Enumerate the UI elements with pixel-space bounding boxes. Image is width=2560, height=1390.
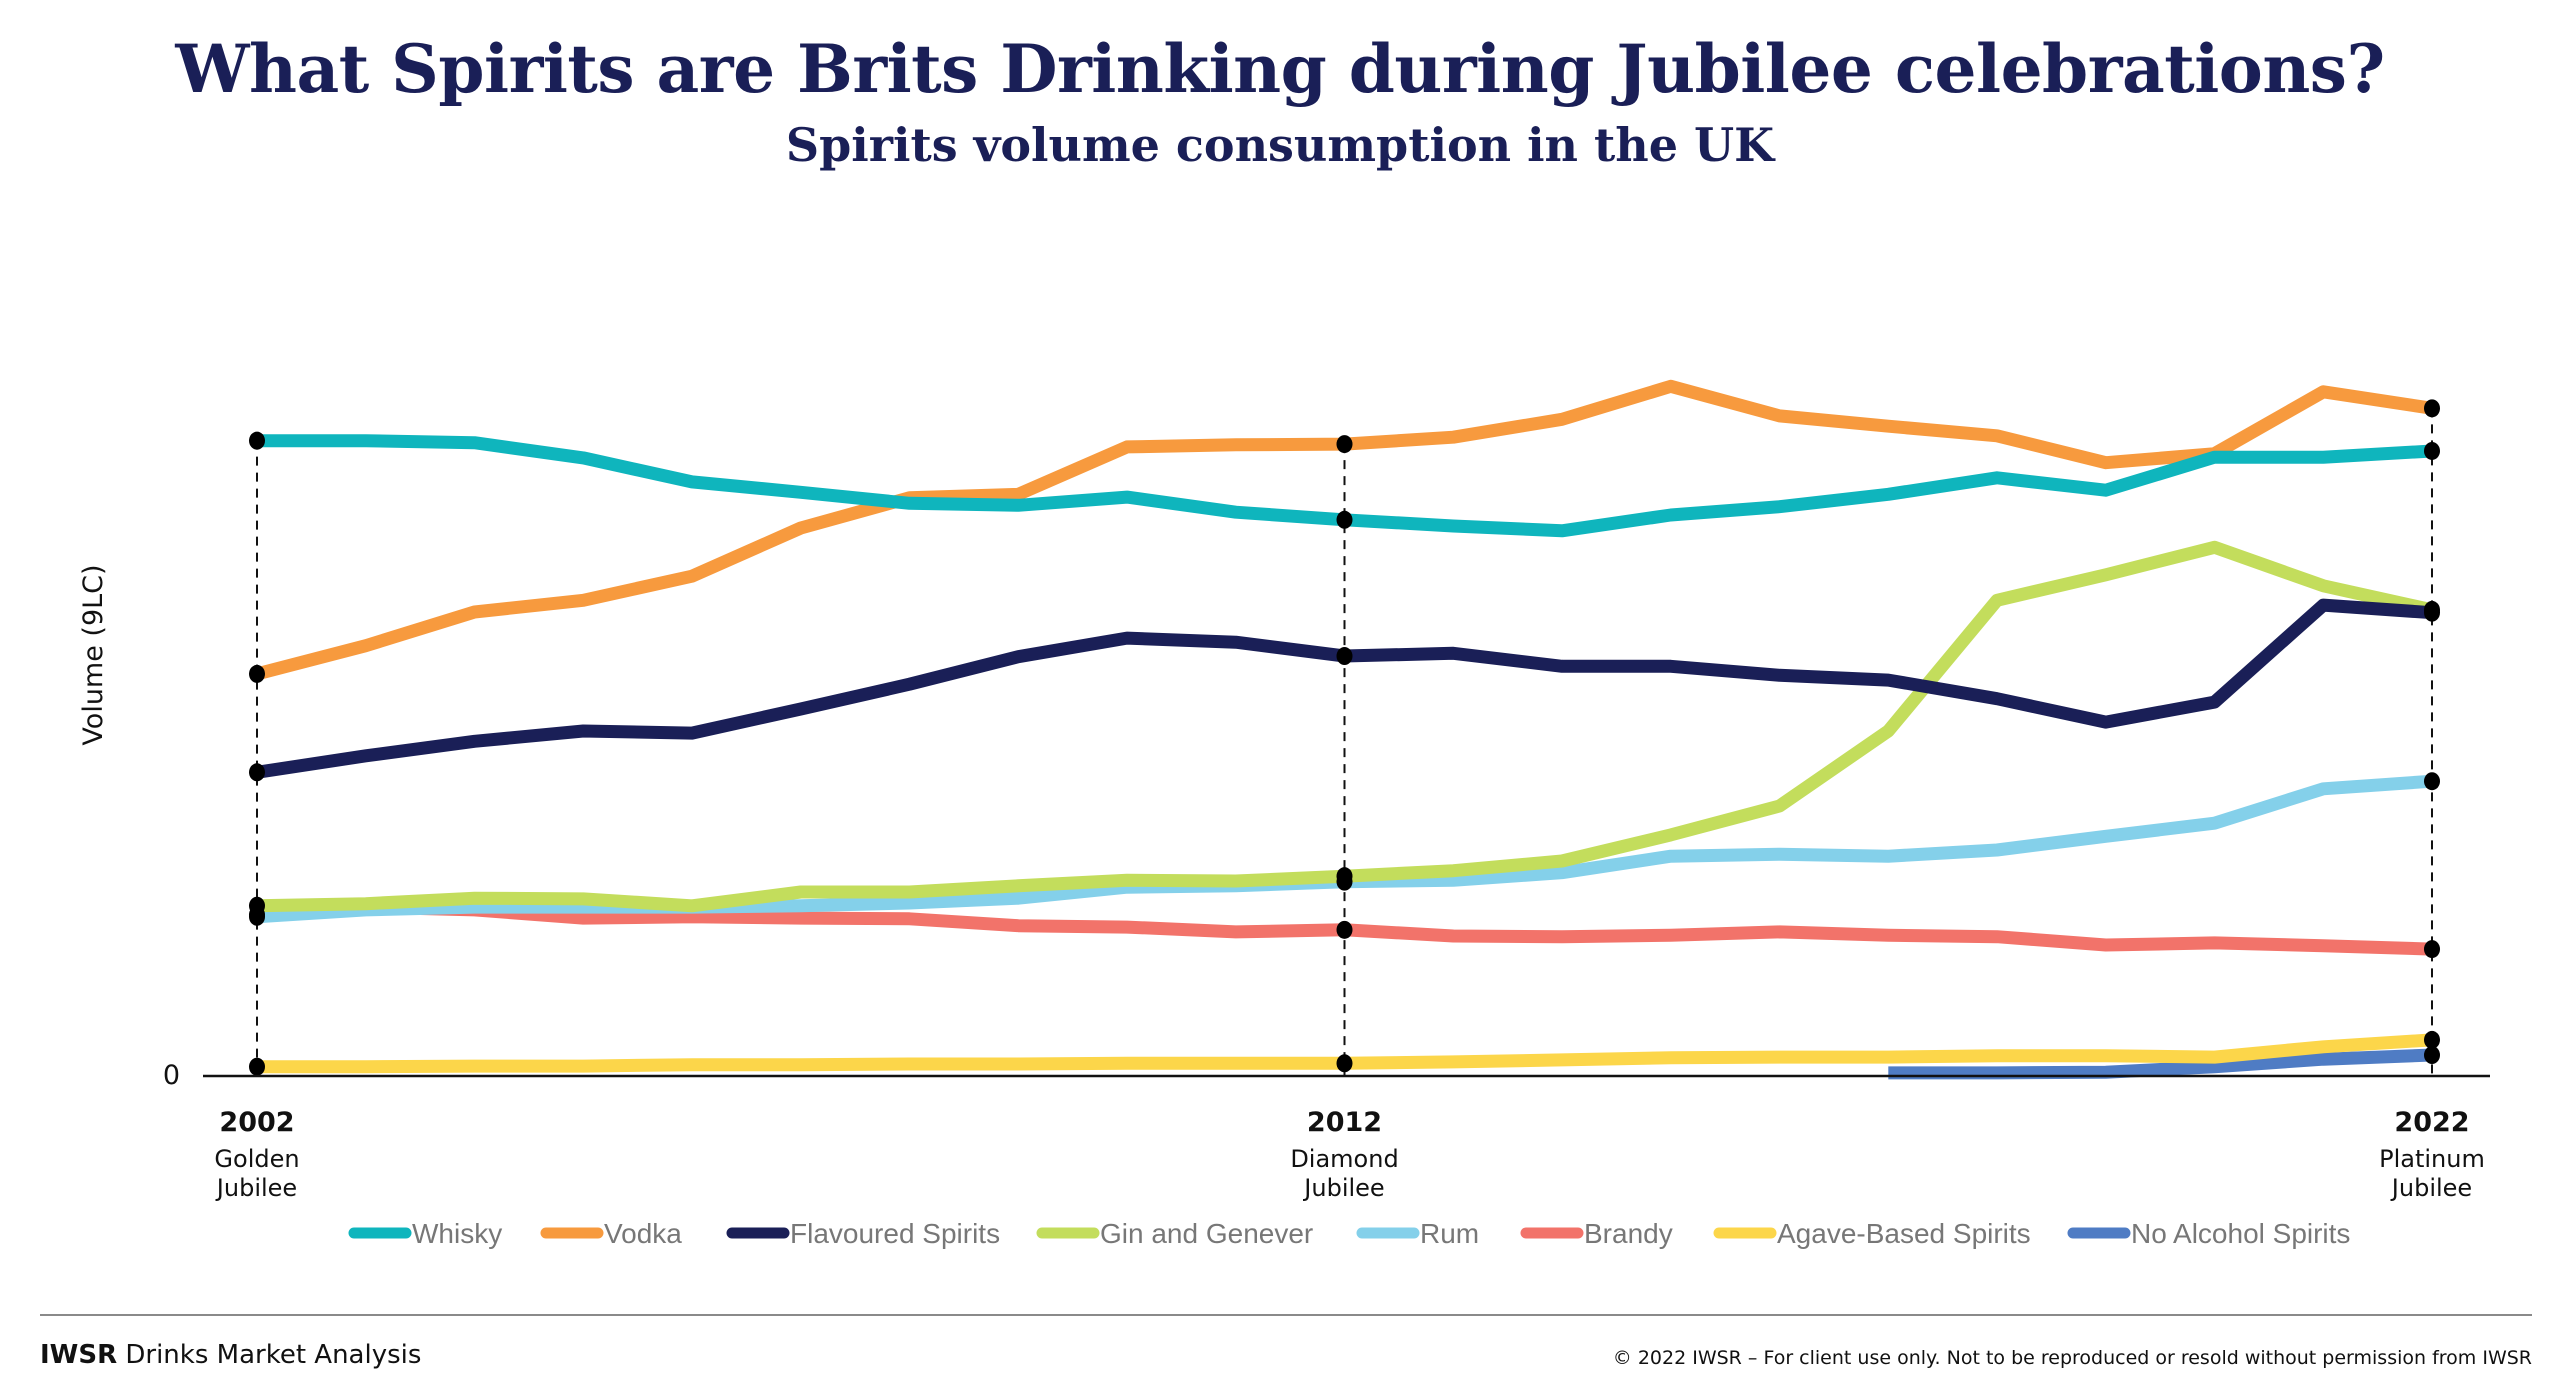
x-tick-sublabel: Jubilee: [1302, 1174, 1384, 1202]
data-point-flavoured-spirits-2012[interactable]: [1336, 647, 1353, 666]
data-point-brandy-2022[interactable]: [2424, 940, 2440, 959]
data-point-vodka-2002[interactable]: [249, 664, 265, 683]
brand-suffix: Drinks Market Analysis: [125, 1340, 422, 1370]
legend-label: Gin and Genever: [1100, 1218, 1313, 1249]
legend-label: No Alcohol Spirits: [2131, 1218, 2350, 1249]
data-point-agave-based-spirits-2022[interactable]: [2424, 1030, 2440, 1049]
data-point-rum-2022[interactable]: [2424, 772, 2440, 791]
series-line-no-alcohol-spirits: [1888, 1048, 2433, 1080]
brand-name: IWSR: [40, 1340, 118, 1370]
legend-item-vodka[interactable]: Vodka: [540, 1218, 682, 1249]
legend: Whisky Vodka Flavoured Spirits Gin and Gene…: [348, 1218, 2350, 1249]
x-tick-sublabel: Diamond: [1290, 1145, 1398, 1173]
legend-item-no-alcohol-spirits[interactable]: No Alcohol Spirits: [2067, 1218, 2350, 1249]
data-point-no-alcohol-spirits-2022[interactable]: [2424, 1046, 2440, 1065]
chart-subtitle: Spirits volume consumption in the UK: [785, 118, 1775, 172]
data-point-whisky-2022[interactable]: [2424, 441, 2440, 460]
x-tick-sublabel: Jubilee: [215, 1174, 297, 1202]
legend-item-whisky[interactable]: Whisky: [348, 1218, 502, 1249]
copyright-notice: © 2022 IWSR – For client use only. Not t…: [1612, 1347, 2532, 1369]
legend-item-gin-and-genever[interactable]: Gin and Genever: [1036, 1218, 1313, 1249]
data-point-brandy-2002[interactable]: [249, 905, 265, 924]
data-point-agave-based-spirits-2012[interactable]: [1336, 1054, 1353, 1073]
x-tick-sublabel: Golden: [214, 1145, 299, 1173]
legend-label: Rum: [1420, 1218, 1479, 1249]
y-axis-label: Volume (9LC): [78, 564, 109, 745]
legend-label: Brandy: [1584, 1218, 1673, 1249]
legend-label: Vodka: [604, 1218, 682, 1249]
legend-item-flavoured-spirits[interactable]: Flavoured Spirits: [726, 1218, 1000, 1249]
x-tick-sublabel: Jubilee: [2390, 1174, 2472, 1202]
series-lines: [255, 379, 2434, 1080]
legend-label: Agave-Based Spirits: [1777, 1218, 2031, 1249]
x-tick-labels: 2002GoldenJubilee2012DiamondJubilee2022P…: [214, 1107, 2484, 1202]
data-point-rum-2012[interactable]: [1336, 872, 1353, 891]
footer-brand: IWSR Drinks Market Analysis: [40, 1340, 421, 1370]
highlight-dots: [249, 399, 2440, 1076]
data-point-vodka-2022[interactable]: [2424, 399, 2440, 418]
data-point-flavoured-spirits-2002[interactable]: [249, 763, 265, 782]
x-tick-label-2012: 2012: [1307, 1107, 1382, 1138]
legend-item-brandy[interactable]: Brandy: [1520, 1218, 1673, 1249]
chart-title: What Spirits are Brits Drinking during J…: [175, 30, 2385, 108]
y-tick-label: 0: [163, 1060, 180, 1091]
x-tick-label-2002: 2002: [219, 1107, 294, 1138]
data-point-whisky-2012[interactable]: [1336, 510, 1353, 529]
data-point-brandy-2012[interactable]: [1336, 920, 1353, 939]
legend-label: Whisky: [412, 1218, 502, 1249]
footer-divider: [40, 1314, 2532, 1316]
data-point-gin-and-genever-2022[interactable]: [2424, 600, 2440, 619]
legend-item-agave-based-spirits[interactable]: Agave-Based Spirits: [1713, 1218, 2031, 1249]
x-tick-label-2022: 2022: [2394, 1107, 2469, 1138]
legend-label: Flavoured Spirits: [790, 1218, 1000, 1249]
data-point-whisky-2002[interactable]: [249, 431, 265, 450]
data-point-agave-based-spirits-2002[interactable]: [249, 1057, 265, 1076]
highlight-guides: [256, 408, 2433, 1075]
line-chart: 0 Volume (9LC) 2002GoldenJubilee2012Diam…: [78, 379, 2490, 1249]
x-tick-sublabel: Platinum: [2379, 1145, 2485, 1173]
legend-item-rum[interactable]: Rum: [1356, 1218, 1479, 1249]
data-point-vodka-2012[interactable]: [1336, 435, 1353, 454]
